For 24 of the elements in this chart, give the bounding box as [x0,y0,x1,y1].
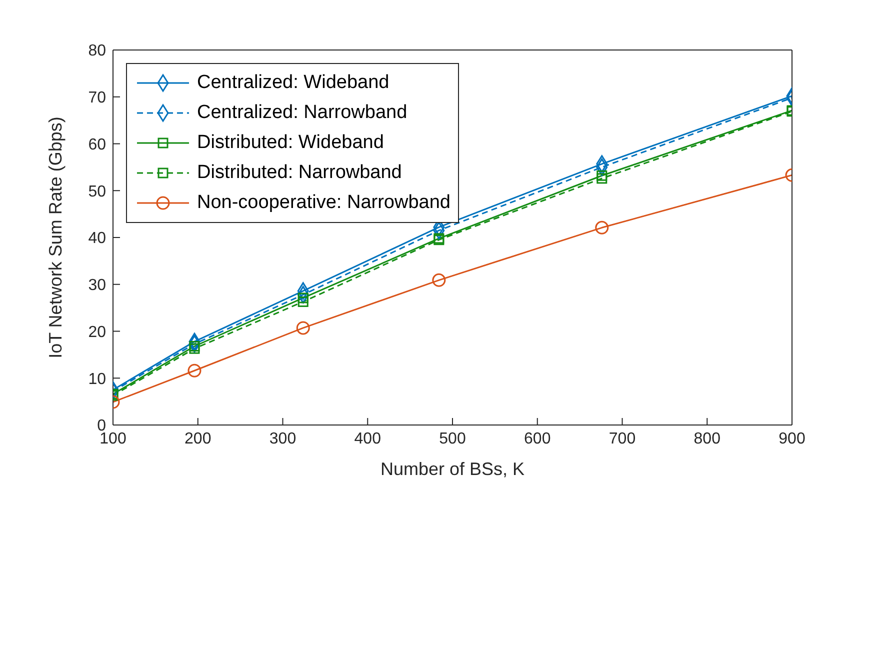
x-tick-label: 500 [439,430,466,448]
legend-label: Non-cooperative: Narrowband [197,192,450,214]
x-tick-label: 200 [184,430,212,448]
x-tick-label: 400 [354,430,382,448]
y-tick-label: 70 [88,90,106,107]
legend-label: Centralized: Narrowband [197,102,408,124]
x-tick-label: 700 [608,430,636,448]
x-tick-label: 800 [694,430,721,448]
y-tick-label: 80 [88,42,106,60]
y-tick-label: 10 [88,370,106,388]
y-tick-label: 50 [88,183,106,200]
legend-label: Distributed: Wideband [197,132,384,154]
y-tick-label: 30 [88,277,106,294]
y-tick-label: 40 [88,230,106,248]
y-tick-label: 60 [88,136,106,154]
x-tick-label: 300 [269,430,296,448]
x-axis-title: Number of BSs, K [380,459,525,479]
y-axis-title: IoT Network Sum Rate (Gbps) [45,116,66,358]
x-tick-label: 100 [100,430,126,448]
legend-label: Centralized: Wideband [197,72,390,94]
y-tick-label: 20 [88,324,106,341]
legend-label: Distributed: Narrowband [197,162,402,184]
x-tick-label: 600 [524,430,551,448]
x-tick-label: 900 [778,430,806,448]
